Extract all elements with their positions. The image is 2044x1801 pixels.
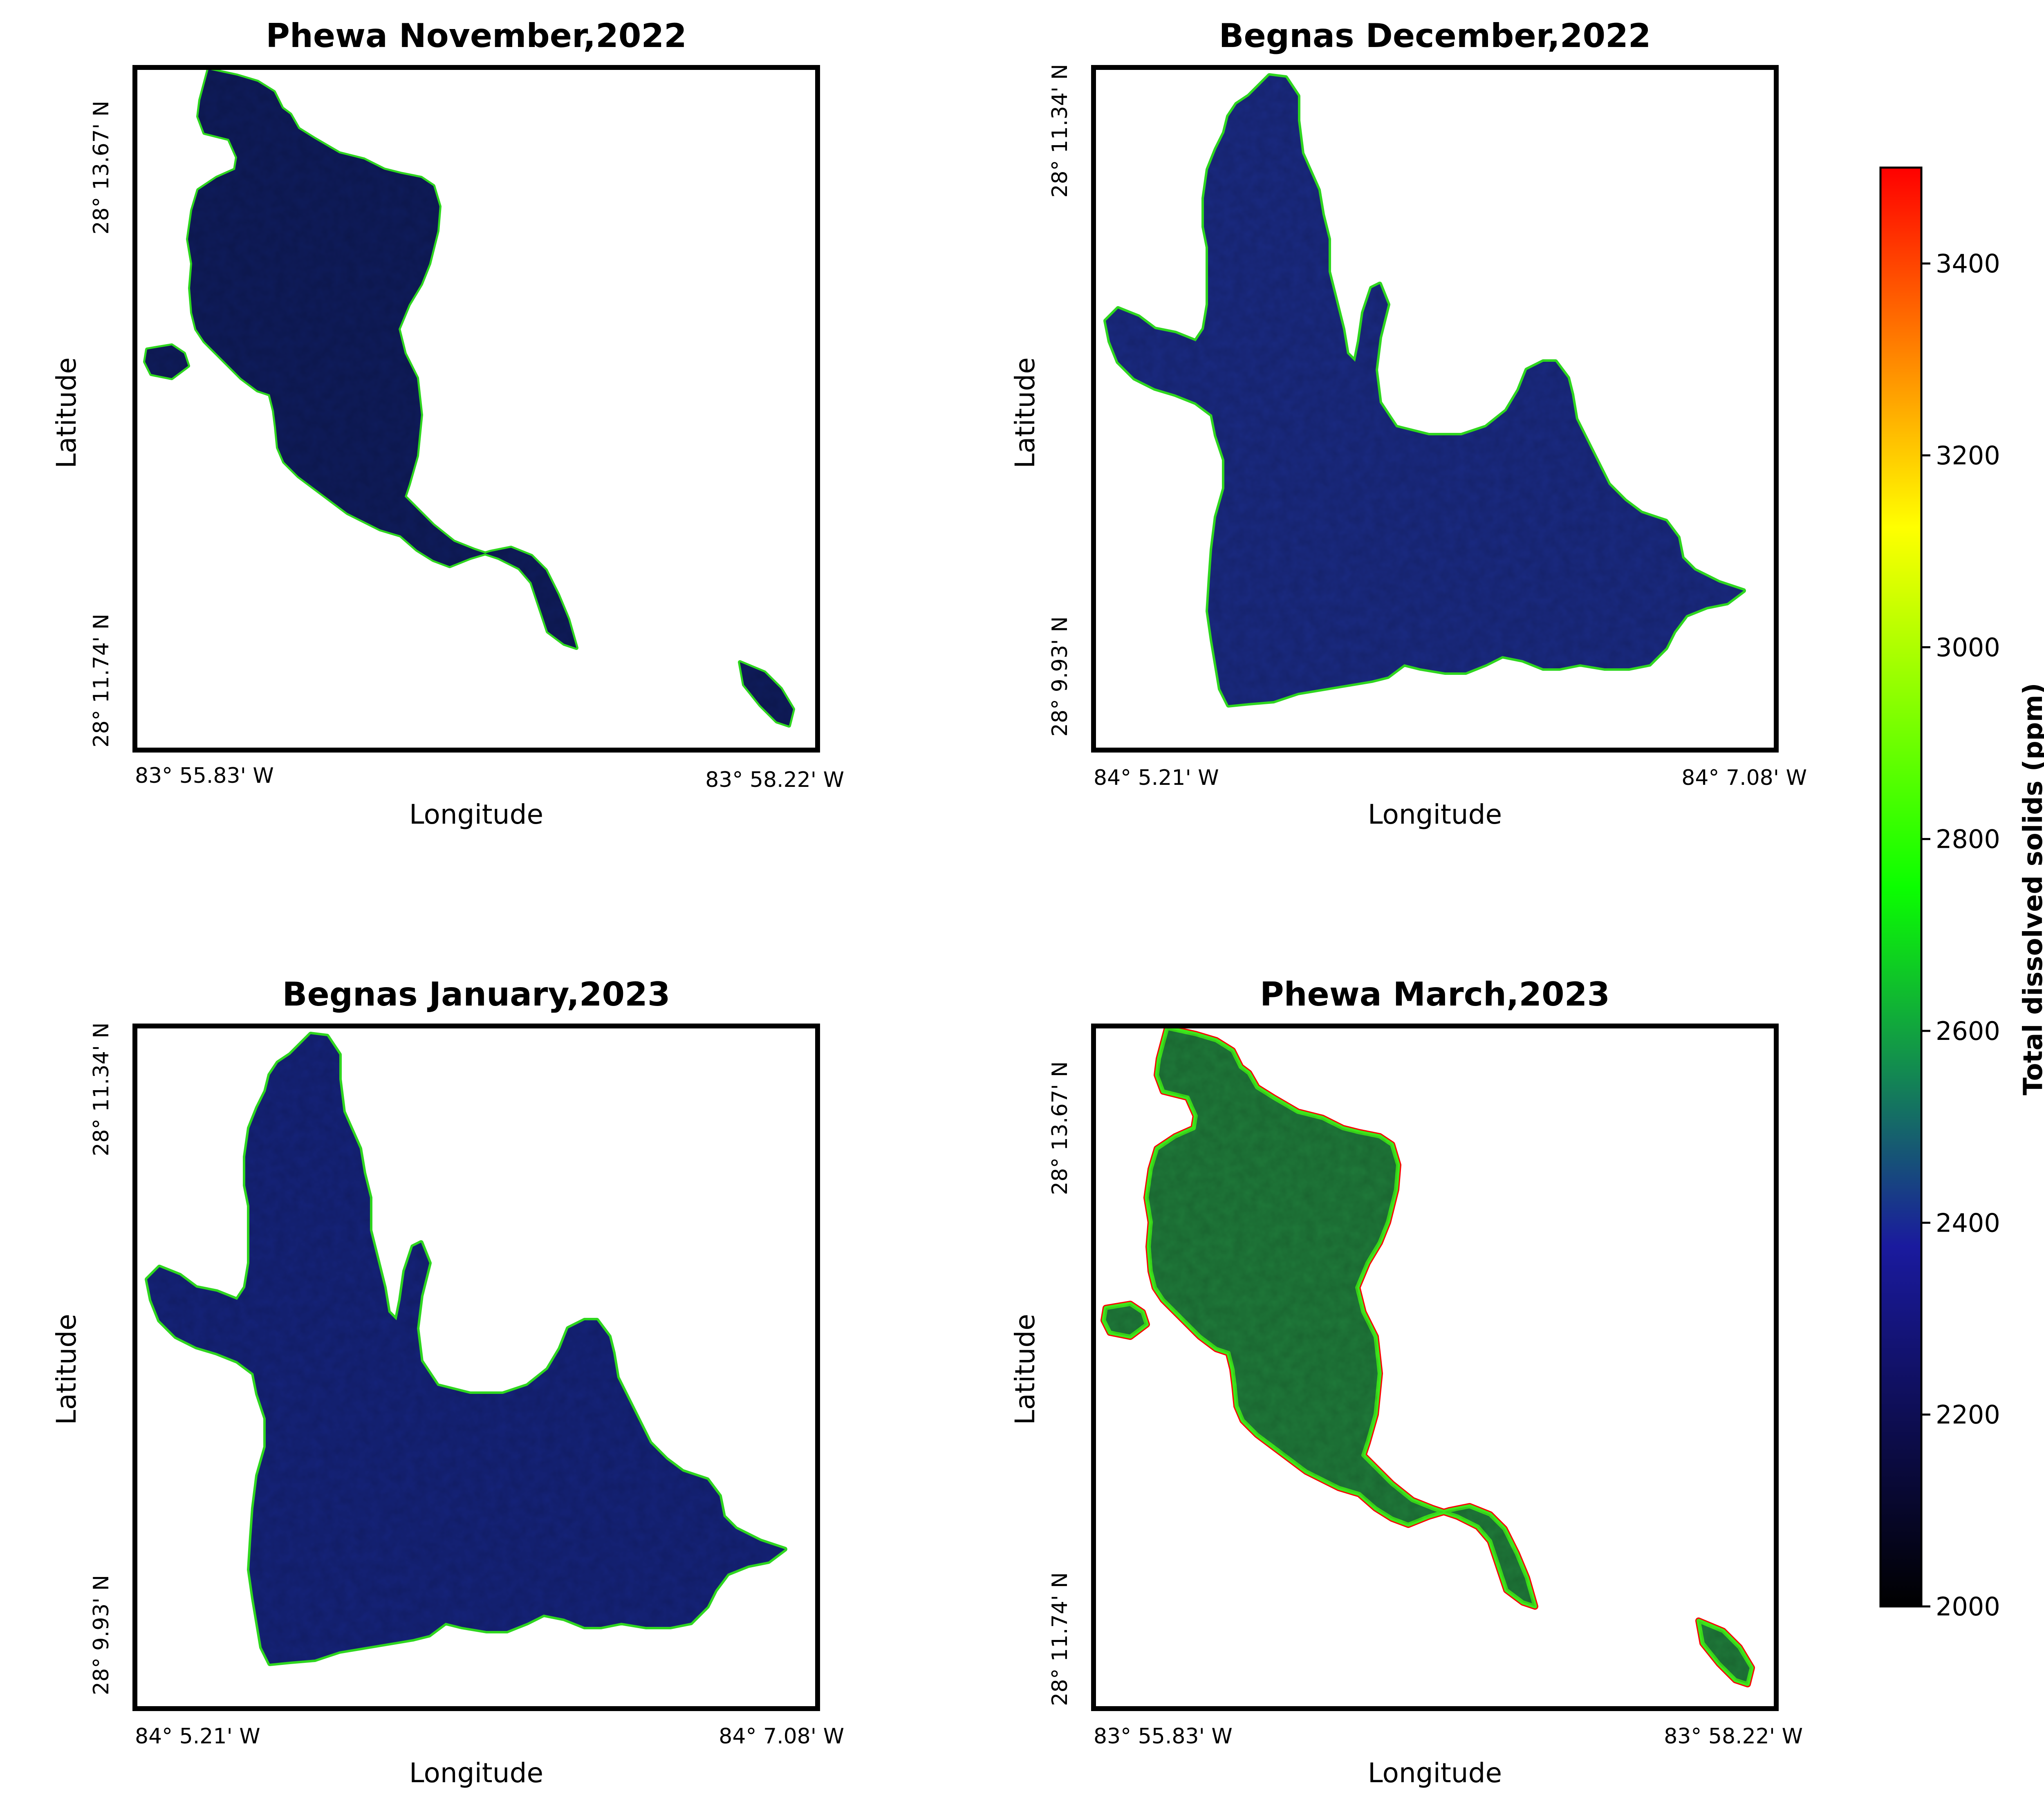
x-axis-label: Longitude <box>409 1757 543 1789</box>
map-panel-phewa-mar-2023: Phewa March,2023 28° 13.67' N 28° 11.74'… <box>1009 975 1803 1789</box>
map-panel-begnas-dec-2022: Begnas December,2022 28° 11.34' N 28° 9.… <box>1009 17 1807 830</box>
lake-map <box>1100 1025 1755 1687</box>
lake-texture <box>147 1034 785 1664</box>
x-tick-label-left: 83° 55.83' W <box>1094 1724 1233 1749</box>
y-tick-label-top: 28° 11.34' N <box>89 1022 114 1156</box>
x-axis-label: Longitude <box>1368 1757 1502 1789</box>
panel-title: Begnas January,2023 <box>282 975 670 1013</box>
colorbar-tick-label: 2000 <box>1936 1592 2000 1622</box>
lake-map <box>145 1032 787 1666</box>
panel-title: Phewa March,2023 <box>1260 975 1610 1013</box>
x-tick-label-left: 84° 5.21' W <box>135 1724 260 1749</box>
x-tick-label-left: 84° 5.21' W <box>1094 766 1219 790</box>
y-axis-label: Latitude <box>51 357 82 468</box>
colorbar-tick-label: 3000 <box>1936 632 2000 662</box>
y-tick-label-bottom: 28° 11.74' N <box>89 614 114 747</box>
lake-texture <box>145 69 793 726</box>
lake-texture <box>1104 1028 1752 1684</box>
lake-texture <box>1106 76 1744 705</box>
y-tick-label-top: 28° 13.67' N <box>89 101 114 234</box>
colorbar-tick-label: 2600 <box>1936 1016 2000 1046</box>
map-panel-phewa-nov-2022: Phewa November,2022 28° 13.67' N 28° 11.… <box>51 17 844 830</box>
x-axis-label: Longitude <box>409 799 543 830</box>
y-axis-label: Latitude <box>1009 357 1041 468</box>
y-tick-label-top: 28° 13.67' N <box>1048 1061 1072 1195</box>
plot-frame <box>1091 65 1779 753</box>
lake-map <box>1103 73 1746 708</box>
colorbar-ticks: 2000 2200 2400 2600 2800 3000 3200 3400 <box>1921 249 2000 1622</box>
plot-frame <box>132 65 820 753</box>
x-tick-label-right: 83° 58.22' W <box>1664 1724 1803 1749</box>
colorbar-label: Total dissolved solids (ppm) <box>2018 683 2044 1095</box>
colorbar-tick-label: 3400 <box>1936 249 2000 279</box>
y-tick-label-bottom: 28° 9.93' N <box>1048 616 1072 737</box>
y-tick-label-top: 28° 11.34' N <box>1048 64 1072 197</box>
plot-frame <box>132 1024 820 1711</box>
y-tick-label-bottom: 28° 9.93' N <box>89 1575 114 1695</box>
colorbar-tick-label: 2200 <box>1936 1400 2000 1430</box>
y-tick-label-bottom: 28° 11.74' N <box>1048 1572 1072 1706</box>
x-tick-label-right: 83° 58.22' W <box>705 768 844 792</box>
y-axis-label: Latitude <box>51 1314 82 1425</box>
x-tick-label-right: 84° 7.08' W <box>719 1724 844 1749</box>
panel-title: Begnas December,2022 <box>1219 17 1651 55</box>
x-axis-label: Longitude <box>1368 799 1502 830</box>
lake-map <box>143 67 795 728</box>
colorbar-tick-label: 3200 <box>1936 441 2000 470</box>
map-panel-begnas-jan-2023: Begnas January,2023 28° 11.34' N 28° 9.9… <box>51 975 844 1789</box>
colorbar: 2000 2200 2400 2600 2800 3000 3200 3400 Total d… <box>1879 166 2044 1622</box>
x-tick-label-right: 84° 7.08' W <box>1681 766 1807 790</box>
colorbar-gradient <box>1879 166 1923 1608</box>
x-tick-label-left: 83° 55.83' W <box>135 764 274 788</box>
y-axis-label: Latitude <box>1009 1314 1041 1425</box>
colorbar-tick-label: 2400 <box>1936 1208 2000 1238</box>
plot-frame <box>1091 1024 1779 1711</box>
colorbar-tick-label: 2800 <box>1936 824 2000 854</box>
panel-title: Phewa November,2022 <box>266 17 687 55</box>
